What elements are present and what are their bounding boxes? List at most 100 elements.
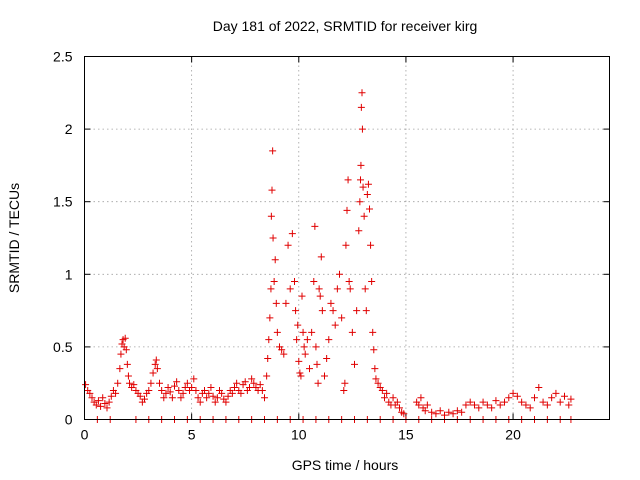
data-point [190,375,198,383]
data-point [362,307,370,315]
data-point [346,285,354,293]
data-point [271,256,279,264]
data-point [329,307,337,315]
data-point [421,407,429,415]
data-point [357,161,365,169]
data-point [188,384,196,392]
x-tick-label: 20 [505,427,521,443]
data-point [224,392,232,400]
data-point [358,125,366,133]
data-point [374,379,382,387]
data-point [311,222,319,230]
data-point [436,407,444,415]
data-point [370,346,378,354]
data-point [149,369,157,377]
x-tick-label: 0 [81,427,89,443]
data-point [286,285,294,293]
y-tick-label: 1 [65,266,73,282]
data-point [175,386,183,394]
data-point [331,321,339,329]
data-point [250,379,258,387]
data-point [288,230,296,238]
data-point [565,401,573,409]
data-point [321,372,328,380]
data-point [462,401,470,409]
data-point [340,386,348,394]
chart-title: Day 181 of 2022, SRMTID for receiver kir… [213,18,478,34]
data-point [531,394,538,402]
data-point [389,394,397,402]
data-point [231,384,238,392]
data-point [173,378,181,386]
data-point [160,394,168,402]
data-point [396,404,403,412]
data-point [284,241,292,249]
y-tick-label: 0 [65,412,73,428]
data-point [192,386,200,394]
data-point [471,401,478,409]
data-point [415,401,423,409]
data-point [342,241,350,249]
data-point [196,398,204,406]
data-point [453,407,461,415]
data-point [475,404,483,412]
data-point [264,355,272,363]
data-point [112,389,120,397]
y-tick-label: 2 [65,121,73,137]
data-point [158,386,166,394]
data-point [296,369,304,377]
data-point [114,379,122,387]
data-point [552,389,560,397]
data-point [323,355,331,363]
data-point [348,328,356,336]
x-tick-label: 5 [188,427,196,443]
data-point [295,357,303,365]
data-point [364,180,372,188]
data-point [344,176,352,184]
data-point [383,389,391,397]
data-point [381,394,388,402]
data-point [423,401,431,409]
data-point [543,401,551,409]
data-point [207,384,215,392]
data-point [211,398,219,406]
data-point [136,392,144,400]
data-point [273,328,281,336]
data-point [269,234,277,242]
data-point [345,278,353,286]
data-point [333,285,341,293]
data-point [213,394,221,402]
data-point [282,299,290,307]
data-point [105,398,113,406]
data-point [363,190,371,198]
data-point [445,408,453,416]
data-point [201,386,208,394]
data-point [428,408,436,416]
data-point [256,381,264,389]
data-point [303,336,311,344]
data-point [548,394,556,402]
data-point [299,328,307,336]
data-point [291,278,298,286]
data-point [267,212,275,220]
y-tick-label: 2.5 [53,49,73,65]
data-point [505,394,513,402]
data-point [367,241,375,249]
data-point [263,372,271,380]
data-point [492,397,500,405]
data-point [194,394,202,402]
data-point [92,401,100,409]
data-point [359,183,367,191]
axis-ticks: 0 5 10 15 20 0 0.5 1 1.5 2 2.5 [53,49,610,443]
data-point [181,384,189,392]
data-point [567,395,575,403]
data-point [152,356,160,364]
data-point [327,299,335,307]
data-point [561,392,568,400]
data-point [278,346,286,354]
data-point [166,388,174,396]
data-point [141,395,148,403]
data-point [351,360,358,368]
data-point [358,89,366,97]
